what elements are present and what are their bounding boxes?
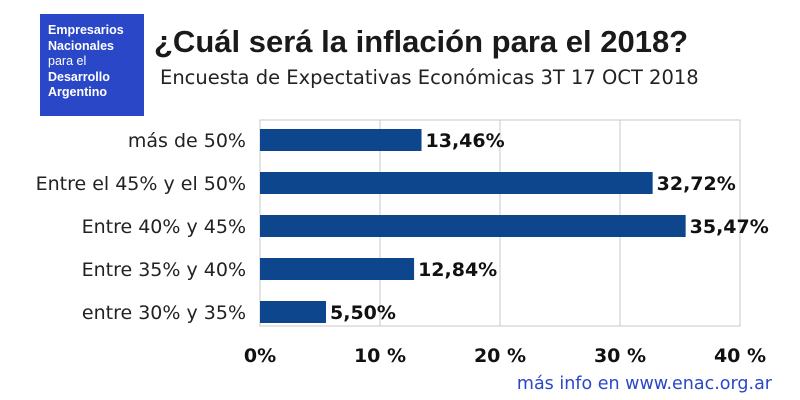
bar [260, 301, 326, 323]
value-label: 32,72% [657, 173, 736, 195]
bars [260, 129, 686, 323]
chart-title: ¿Cuál será la inflación para el 2018? [154, 24, 689, 59]
logo-text-line: Argentino [48, 85, 108, 100]
logo-text-line: Empresarios [48, 23, 124, 37]
x-tick-label: 30 % [594, 345, 646, 367]
category-label: Entre 40% y 45% [82, 216, 246, 238]
value-label: 35,47% [690, 216, 769, 238]
value-label: 5,50% [330, 302, 396, 324]
category-label: Entre 35% y 40% [82, 259, 246, 281]
more-info-link[interactable]: más info en www.enac.org.ar [516, 374, 772, 394]
category-label: entre 30% y 35% [82, 302, 246, 324]
inflation-bar-chart: 0% 10 % 20 % 30 % 40 % más de 50% 13,46% Entre … [36, 119, 769, 367]
x-tick-label: 0% [244, 345, 276, 367]
x-tick-label: 20 % [474, 345, 526, 367]
value-label: 13,46% [426, 130, 505, 152]
logo-text-line: para el [48, 54, 87, 69]
labels: 0% 10 % 20 % 30 % 40 % más de 50% 13,46% Entre … [36, 130, 769, 367]
bar [260, 258, 415, 280]
logo-text-line: Desarrollo [48, 69, 110, 84]
category-label: Entre el 45% y el 50% [36, 173, 246, 195]
bar [260, 129, 422, 151]
value-label: 12,84% [418, 259, 497, 281]
logo-text-line: Nacionales [48, 38, 115, 53]
chart-subtitle: Encuesta de Expectativas Económicas 3T 1… [160, 66, 699, 89]
bar [260, 215, 686, 237]
bar [260, 172, 653, 194]
x-tick-label: 40 % [714, 345, 766, 367]
enac-logo: Empresarios Nacionales para el Desarrollo Ar… [40, 14, 144, 116]
x-tick-label: 10 % [354, 345, 406, 367]
category-label: más de 50% [128, 130, 246, 152]
